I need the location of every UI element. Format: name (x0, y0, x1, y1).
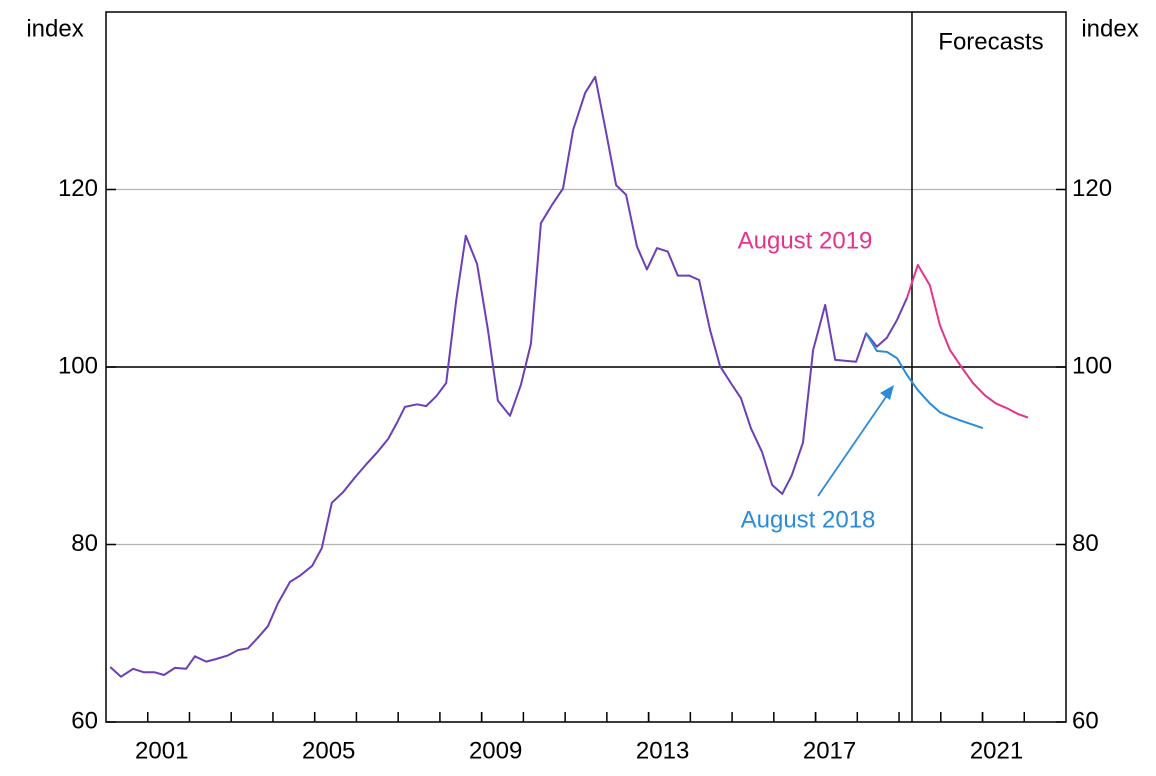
y2-tick-label: 80 (1072, 530, 1099, 557)
series-line (906, 263, 1029, 419)
y-tick-label: 80 (71, 530, 98, 557)
annotation-arrow (817, 393, 889, 497)
y2-tick-label: 60 (1072, 707, 1099, 734)
y2-tick-label: 120 (1072, 175, 1112, 202)
x-tick-label: 2001 (135, 737, 188, 764)
x-tick-label: 2009 (469, 737, 522, 764)
series-label: August 2018 (741, 506, 876, 533)
series-line (109, 75, 908, 678)
y-axis-label: index (26, 15, 83, 42)
forecast-label: Forecasts (938, 28, 1043, 55)
series-line (865, 332, 984, 430)
y-tick-label: 60 (71, 707, 98, 734)
series-label: August 2019 (738, 227, 873, 254)
x-tick-label: 2017 (803, 737, 856, 764)
y-tick-label: 100 (58, 352, 98, 379)
arrow-head (880, 385, 894, 400)
x-tick-label: 2005 (302, 737, 355, 764)
plot-frame (105, 11, 1067, 723)
x-tick-label: 2021 (970, 737, 1023, 764)
y2-axis-label: index (1081, 15, 1138, 42)
x-tick-label: 2013 (636, 737, 689, 764)
y2-tick-label: 100 (1072, 352, 1112, 379)
y-tick-label: 120 (58, 175, 98, 202)
